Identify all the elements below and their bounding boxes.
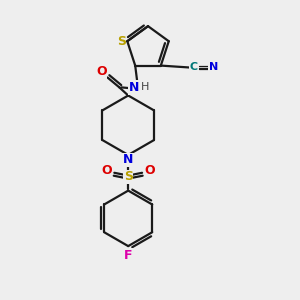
Text: O: O <box>101 164 112 177</box>
Text: O: O <box>96 65 107 78</box>
Text: S: S <box>117 35 126 48</box>
Text: C: C <box>190 61 198 72</box>
Text: N: N <box>123 153 134 167</box>
Text: S: S <box>124 170 133 183</box>
Text: O: O <box>145 164 155 177</box>
Text: F: F <box>124 248 133 262</box>
Text: H: H <box>141 82 149 92</box>
Text: N: N <box>209 61 218 72</box>
Text: N: N <box>129 81 140 94</box>
